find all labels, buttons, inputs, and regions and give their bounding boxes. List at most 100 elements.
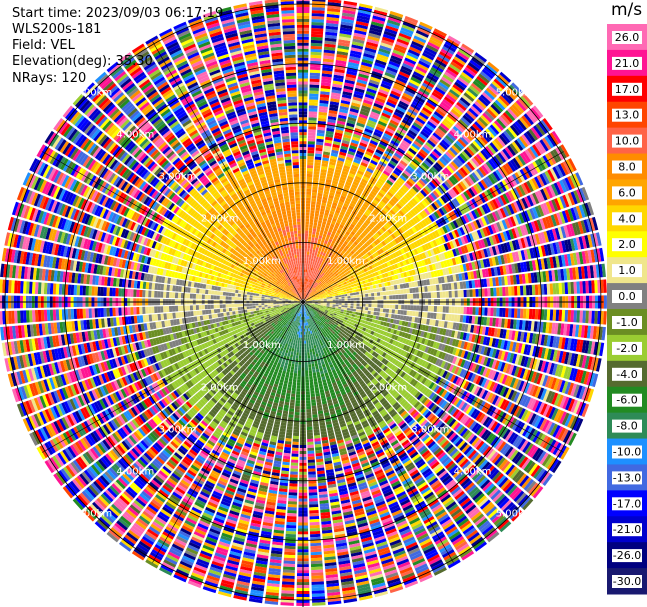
range-gate <box>392 155 401 162</box>
range-gate <box>342 137 351 142</box>
range-gate <box>385 308 390 313</box>
range-gate <box>459 46 473 56</box>
range-gate <box>361 159 370 165</box>
range-gate <box>326 261 330 266</box>
range-gate <box>360 107 370 114</box>
range-gate <box>429 36 443 45</box>
range-gate <box>319 264 323 268</box>
range-gate <box>325 237 329 242</box>
range-gate <box>352 292 357 296</box>
range-gate <box>430 285 434 292</box>
range-gate <box>396 106 406 114</box>
range-gate <box>438 157 448 167</box>
range-gate <box>380 83 392 90</box>
range-gate <box>323 190 329 195</box>
range-gate <box>382 308 387 313</box>
range-gate <box>337 271 341 275</box>
range-gate <box>364 248 369 253</box>
range-gate <box>386 191 394 198</box>
range-gate <box>342 236 347 241</box>
range-gate <box>383 30 397 38</box>
range-gate <box>304 290 306 294</box>
range-gate <box>416 63 429 72</box>
range-gate <box>320 258 324 262</box>
range-gate <box>393 152 402 160</box>
range-gate <box>368 303 372 308</box>
range-gate <box>312 288 316 292</box>
range-gate <box>316 201 322 206</box>
range-gate <box>435 175 443 184</box>
range-gate <box>320 172 327 176</box>
range-gate <box>416 203 424 211</box>
range-gate <box>309 282 311 286</box>
range-gate <box>321 199 327 204</box>
range-gate <box>396 191 404 198</box>
range-gate <box>353 298 357 301</box>
range-gate <box>384 244 390 251</box>
range-gate <box>438 197 446 206</box>
range-gate <box>440 195 448 204</box>
range-gate <box>339 275 344 279</box>
range-gate <box>345 278 349 282</box>
range-gate <box>469 125 480 136</box>
range-gate <box>472 140 482 151</box>
range-gate <box>458 194 466 204</box>
range-gate <box>395 202 403 210</box>
range-gate <box>392 252 397 258</box>
range-gate <box>307 288 310 292</box>
range-gate <box>552 309 557 321</box>
range-gate <box>361 136 370 143</box>
range-gate <box>419 164 428 172</box>
range-gate <box>309 90 319 94</box>
range-gate <box>424 292 429 299</box>
range-gate <box>427 155 436 164</box>
range-gate <box>363 229 369 235</box>
range-gate <box>448 290 452 298</box>
range-gate <box>394 82 405 90</box>
range-gate <box>330 152 338 157</box>
range-gate <box>480 179 489 190</box>
range-gate <box>306 294 309 298</box>
range-gate <box>494 99 506 111</box>
range-gate <box>347 270 352 274</box>
range-gate <box>328 258 332 263</box>
range-gate <box>329 305 333 308</box>
range-gate <box>397 73 409 82</box>
range-gate <box>340 311 344 314</box>
range-gate <box>361 178 368 184</box>
range-gate <box>320 271 324 275</box>
range-gate <box>319 105 328 110</box>
range-gate <box>307 296 311 299</box>
range-gate <box>355 125 364 131</box>
range-gate <box>309 224 313 229</box>
range-gate <box>416 153 425 162</box>
range-gate <box>469 173 477 184</box>
range-gate <box>344 307 348 310</box>
range-gate <box>360 239 366 245</box>
range-gate <box>325 267 329 272</box>
range-gate <box>322 67 333 72</box>
range-gate <box>320 82 331 87</box>
range-gate <box>350 250 355 255</box>
range-gate <box>406 310 410 316</box>
range-gate <box>370 21 384 28</box>
range-gate <box>392 184 400 191</box>
range-gate <box>408 162 417 171</box>
range-gate <box>312 277 315 281</box>
range-gate <box>345 197 352 203</box>
range-gate <box>335 304 339 307</box>
range-gate <box>500 132 511 144</box>
range-gate <box>473 155 483 166</box>
range-gate <box>305 206 311 210</box>
range-gate <box>326 234 331 239</box>
range-gate <box>311 30 324 35</box>
range-gate <box>368 238 373 244</box>
range-gate <box>354 29 367 36</box>
range-gate <box>534 142 544 155</box>
range-gate <box>525 130 536 143</box>
range-gate <box>332 83 343 88</box>
range-gate <box>497 152 507 163</box>
range-gate <box>305 290 307 294</box>
range-gate <box>305 284 307 288</box>
range-gate <box>347 116 357 122</box>
